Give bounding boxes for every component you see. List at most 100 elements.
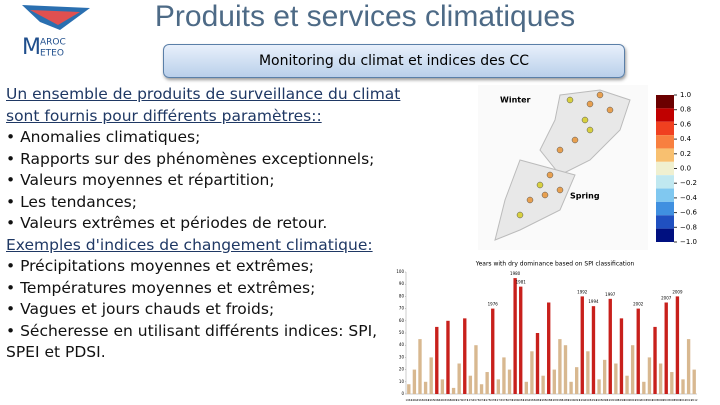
title: Produits et services climatiques <box>154 0 576 33</box>
colorbar-label: −0.8 <box>680 223 697 231</box>
bar <box>524 381 528 394</box>
station-dot <box>546 171 554 179</box>
bar-annotation: 2002 <box>633 302 644 307</box>
y-tick-label: 20 <box>399 367 405 372</box>
bar <box>530 351 534 394</box>
colorbar-swatch <box>656 201 674 216</box>
map-label: Winter <box>500 96 531 105</box>
x-tick-label: 2005 <box>652 398 659 402</box>
bar <box>412 369 417 394</box>
y-tick-label: 100 <box>396 269 404 274</box>
station-dot <box>516 211 524 219</box>
bar <box>670 372 674 394</box>
x-tick-label: 1991 <box>573 398 580 402</box>
x-tick-label: 1978 <box>501 398 508 402</box>
bullet: • Anomalies climatiques; <box>6 128 201 146</box>
x-tick-label: 1971 <box>461 398 468 402</box>
bar <box>558 339 562 394</box>
x-tick-label: 1984 <box>534 398 541 402</box>
bar <box>653 326 657 394</box>
bar <box>535 333 540 394</box>
bar <box>429 357 433 394</box>
bar-annotation: 1997 <box>605 292 616 297</box>
x-tick-label: 1962 <box>411 398 418 402</box>
bullet: • Vagues et jours chauds et froids; <box>6 300 275 318</box>
x-tick-label: 1968 <box>445 398 452 402</box>
colorbar-swatch <box>656 228 674 242</box>
colorbar-label: 1.0 <box>680 91 691 99</box>
x-tick-label: 1993 <box>585 398 592 402</box>
logo-text: ETEO <box>40 49 64 59</box>
x-tick-label: 1976 <box>489 398 496 402</box>
bar <box>630 345 635 394</box>
x-tick-label: 1973 <box>473 398 480 402</box>
bar <box>463 318 467 394</box>
bar <box>692 369 696 394</box>
bar <box>681 379 685 394</box>
station-dot <box>581 116 589 124</box>
x-tick-label: 1998 <box>613 398 620 402</box>
y-tick-label: 90 <box>399 281 405 286</box>
bullet: • Valeurs extrêmes et périodes de retour… <box>6 214 328 232</box>
bar-annotation: 1976 <box>488 302 499 307</box>
bullet: • Valeurs moyennes et répartition; <box>6 171 275 189</box>
bar <box>563 345 568 394</box>
body-text: Un ensemble de produits de surveillance … <box>6 84 401 364</box>
x-tick-label: 1979 <box>506 398 513 402</box>
x-tick-label: 2012 <box>691 398 698 402</box>
station-dot <box>586 100 594 108</box>
x-tick-label: 1987 <box>551 398 558 402</box>
station-dot <box>596 91 604 99</box>
bar <box>474 345 478 394</box>
bullet: • Rapports sur des phénomènes exceptionn… <box>6 149 375 168</box>
x-tick-label: 1981 <box>517 398 524 402</box>
colorbar-swatch <box>656 215 674 229</box>
bar <box>602 359 607 394</box>
bar <box>547 302 551 394</box>
bullet: • Les tendances; <box>6 192 137 211</box>
bullet: • Températures moyennes et extrêmes; <box>6 278 316 297</box>
bar <box>580 296 584 394</box>
station-dot <box>536 181 544 189</box>
examples: • Précipitations moyennes et extrêmes; • … <box>6 256 401 364</box>
bar <box>440 379 445 394</box>
bar <box>569 381 573 394</box>
x-tick-label: 1975 <box>484 398 491 402</box>
x-tick-label: 1970 <box>456 398 463 402</box>
x-tick-label: 1988 <box>557 398 564 402</box>
bar <box>485 372 489 394</box>
bar-annotation: 1994 <box>588 299 599 304</box>
bar-annotation: 1981 <box>516 280 527 285</box>
bar <box>625 375 629 394</box>
x-tick-label: 1974 <box>478 398 485 402</box>
colorbar-label: −0.4 <box>680 194 698 202</box>
y-tick-label: 30 <box>399 354 405 359</box>
colorbar-swatch <box>656 148 674 162</box>
y-tick-label: 10 <box>399 379 405 384</box>
x-tick-label: 2003 <box>641 398 648 402</box>
x-tick-label: 2002 <box>635 398 642 402</box>
x-tick-label: 1994 <box>590 398 597 402</box>
bar <box>418 339 422 394</box>
colorbar-label: 0.0 <box>680 165 691 173</box>
colorbar-label: 0.6 <box>680 120 692 128</box>
x-tick-label: 1983 <box>529 398 536 402</box>
bar <box>597 379 601 394</box>
bar <box>636 308 640 394</box>
bar <box>435 326 439 394</box>
station-dot <box>606 106 614 114</box>
x-tick-label: 1996 <box>601 398 608 402</box>
x-tick-label: 1995 <box>596 398 603 402</box>
x-tick-label: 1980 <box>512 398 519 402</box>
x-tick-label: 1967 <box>439 398 446 402</box>
bar <box>614 363 618 394</box>
bar-annotation: 2009 <box>672 289 683 294</box>
x-tick-label: 1972 <box>467 398 474 402</box>
y-tick-label: 70 <box>399 306 405 311</box>
x-tick-label: 1969 <box>450 398 457 402</box>
x-tick-label: 2010 <box>680 398 687 402</box>
bar <box>686 339 691 394</box>
bar <box>541 375 545 394</box>
